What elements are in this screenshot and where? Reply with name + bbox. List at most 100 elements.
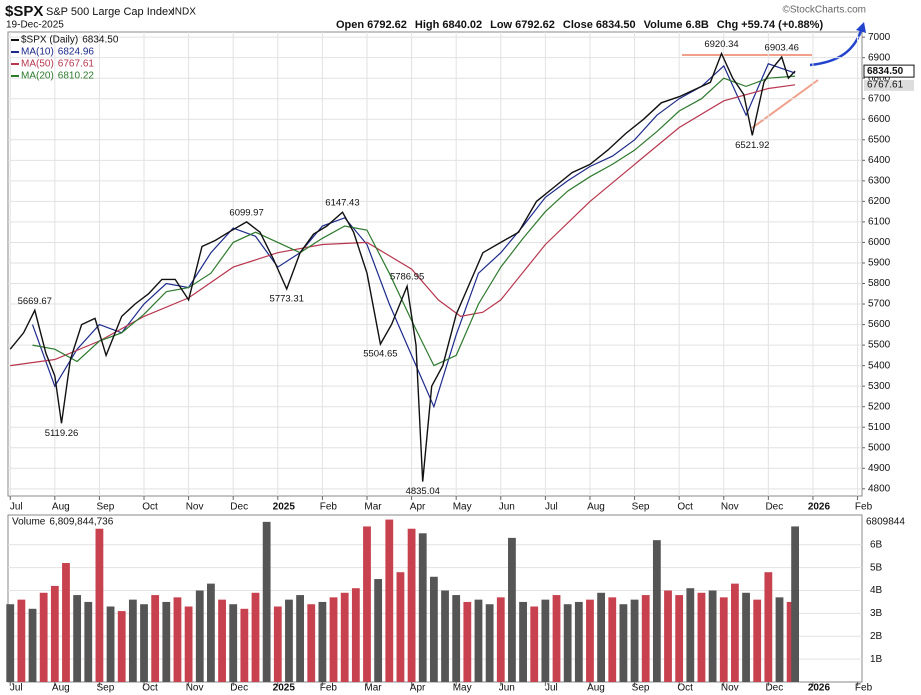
quote-label: Low — [490, 19, 512, 31]
legend-value: 6824.96 — [58, 47, 95, 58]
volume-bar — [62, 563, 70, 682]
volume-bar — [173, 597, 182, 682]
chart-subtitle: S&P 500 Large Cap Index — [46, 6, 174, 18]
x-tick-label: 2025 — [273, 683, 296, 694]
volume-bar — [340, 592, 349, 682]
volume-bar — [407, 528, 416, 682]
x-tick-label: Aug — [52, 683, 70, 694]
y-tick-label: 1B — [870, 654, 883, 665]
x-tick-label: Aug — [587, 683, 605, 694]
y-tick-label: 5600 — [868, 319, 891, 330]
volume-bar — [541, 599, 550, 682]
x-tick-label: 2026 — [808, 502, 831, 513]
last-price-label: 6834.50 — [867, 66, 904, 77]
y-tick-label: 6B — [870, 539, 883, 550]
ma-line — [31, 63, 796, 409]
quote-value: +59.74 (+0.88%) — [741, 19, 823, 31]
x-tick-label: Dec — [230, 683, 248, 694]
last-price-box — [863, 64, 915, 78]
volume-last-label: 6809844 — [866, 517, 905, 528]
legend-label: MA(20) — [21, 71, 54, 82]
x-tick-label: Nov — [721, 683, 739, 694]
x-tick-label: Sep — [97, 683, 115, 694]
y-tick-label: 7000 — [868, 32, 891, 43]
volume-bar — [117, 611, 126, 682]
volume-bar — [195, 590, 204, 682]
volume-bar — [608, 597, 617, 682]
x-tick-label: May — [453, 683, 472, 694]
volume-bar — [73, 595, 82, 682]
price-annotation: 4835.04 — [406, 486, 440, 497]
x-tick-label: Mar — [364, 502, 382, 513]
y-tick-label: 4B — [870, 585, 883, 596]
volume-bar — [630, 599, 639, 682]
volume-bar — [519, 601, 527, 682]
volume-bar — [764, 572, 773, 682]
watermark: ©StockCharts.com — [782, 5, 866, 16]
x-tick-label: Aug — [587, 502, 605, 513]
x-tick-label: Dec — [230, 502, 248, 513]
quote-value: 6.8B — [686, 19, 709, 31]
quote-label: Open — [336, 19, 364, 31]
legend-label: $SPX (Daily) — [21, 35, 78, 46]
y-tick-label: 5400 — [868, 360, 891, 371]
y-tick-label: 5500 — [868, 340, 891, 351]
quote-label: Volume — [644, 19, 683, 31]
x-tick-label: Dec — [765, 683, 783, 694]
chart-title: $SPX — [5, 3, 43, 20]
volume-bar — [351, 588, 360, 682]
volume-bar — [318, 601, 327, 682]
volume-bar — [285, 599, 293, 682]
quote-label: Chg — [717, 19, 738, 31]
volume-bar — [719, 597, 728, 682]
volume-bar — [39, 592, 48, 682]
volume-bar — [229, 604, 238, 682]
volume-bar — [742, 592, 750, 682]
price-annotation: 5119.26 — [45, 428, 79, 439]
x-tick-label: May — [453, 502, 472, 513]
x-tick-label: Nov — [186, 683, 204, 694]
quote-label: High — [415, 19, 440, 31]
x-tick-label: Oct — [677, 502, 693, 513]
x-tick-label: 2026 — [808, 683, 831, 694]
y-tick-label: 5900 — [868, 258, 891, 269]
y-tick-label: 6000 — [868, 237, 891, 248]
y-tick-label: 6100 — [868, 217, 891, 228]
legend-value: 6810.22 — [58, 71, 95, 82]
volume-bar — [50, 585, 59, 682]
volume-bar — [106, 606, 115, 682]
x-tick-label: Oct — [142, 502, 158, 513]
volume-bar — [151, 595, 160, 682]
y-tick-label: 4900 — [868, 463, 891, 474]
x-tick-label: Apr — [410, 502, 426, 513]
y-tick-label: 2B — [870, 631, 883, 642]
x-tick-label: Oct — [142, 683, 158, 694]
volume-bar — [496, 597, 505, 682]
price-line — [9, 51, 796, 482]
volume-bar — [240, 608, 249, 682]
y-tick-label: 6900 — [868, 52, 891, 63]
volume-bar — [552, 595, 561, 682]
x-tick-label: Jun — [499, 683, 515, 694]
y-tick-label: 6700 — [868, 93, 891, 104]
x-tick-label: Aug — [52, 502, 70, 513]
x-tick-label: 2025 — [273, 502, 296, 513]
volume-bar — [574, 601, 583, 682]
volume-bar — [508, 537, 516, 682]
volume-bar — [374, 579, 383, 682]
x-tick-label: Sep — [97, 502, 115, 513]
x-tick-label: Oct — [677, 683, 693, 694]
ma-line — [10, 84, 796, 367]
date: 19-Dec-2025 — [6, 20, 64, 31]
x-tick-label: Feb — [320, 683, 338, 694]
volume-bar — [251, 592, 260, 682]
volume-bar — [686, 588, 695, 682]
volume-bar — [273, 606, 282, 682]
volume-bar — [452, 595, 461, 682]
volume-bar — [363, 526, 371, 682]
y-tick-label: 5800 — [868, 278, 891, 289]
y-tick-label: 6500 — [868, 134, 891, 145]
volume-bar — [697, 592, 706, 682]
arrow-head — [856, 22, 866, 33]
